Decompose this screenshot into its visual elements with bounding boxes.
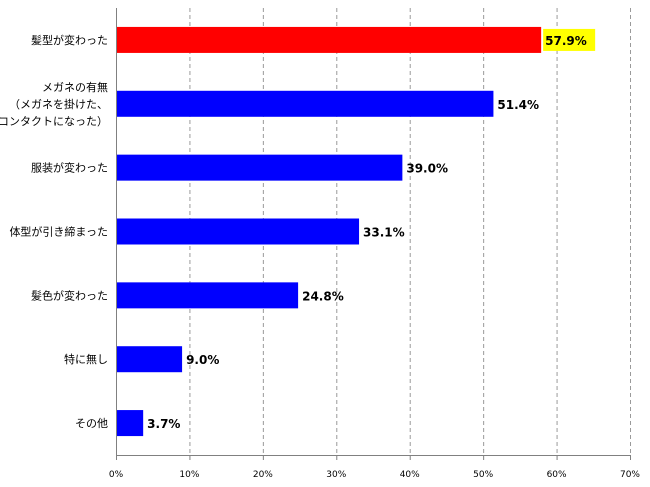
x-tick-label: 10% bbox=[179, 470, 199, 480]
bars bbox=[117, 26, 542, 437]
category-label-line: コンタクトになった） bbox=[0, 115, 108, 128]
data-label-highlight bbox=[543, 28, 596, 51]
bar bbox=[117, 282, 299, 309]
category-label-line: （メガネを掛けた、 bbox=[9, 97, 108, 111]
x-tick-label: 60% bbox=[547, 470, 567, 480]
bar bbox=[117, 154, 403, 181]
x-tick-label: 20% bbox=[253, 470, 273, 480]
gridlines bbox=[189, 8, 631, 455]
bar bbox=[117, 346, 183, 373]
x-tick-label: 70% bbox=[620, 470, 640, 480]
category-label: 髪色が変わった bbox=[31, 288, 108, 302]
data-label: 39.0% bbox=[406, 162, 448, 176]
x-tick-label: 50% bbox=[473, 470, 493, 480]
data-label: 9.0% bbox=[186, 353, 219, 367]
data-label: 51.4% bbox=[497, 98, 539, 112]
category-label: 体型が引き締まった bbox=[9, 225, 108, 239]
category-label: 服装が変わった bbox=[31, 161, 108, 175]
data-label: 3.7% bbox=[147, 417, 180, 431]
data-label: 57.9% bbox=[545, 34, 587, 48]
category-label-line: 体型が引き締まった bbox=[9, 225, 108, 239]
data-label: 24.8% bbox=[302, 289, 344, 303]
axes bbox=[116, 8, 631, 460]
category-label-line: 髪型が変わった bbox=[31, 33, 108, 47]
category-label-line: 服装が変わった bbox=[31, 161, 108, 175]
bar bbox=[117, 90, 494, 117]
category-label-line: 特に無し bbox=[64, 352, 108, 366]
bar bbox=[117, 26, 542, 53]
category-label: 特に無し bbox=[64, 352, 108, 366]
data-label: 33.1% bbox=[363, 226, 405, 240]
category-label: その他 bbox=[75, 417, 108, 430]
x-tick-labels: 0% 10% 20% 30% 40% 50% 60% 70% bbox=[109, 470, 641, 480]
x-tick-label: 0% bbox=[109, 470, 124, 480]
x-tick-label: 30% bbox=[326, 470, 346, 480]
bar bbox=[117, 218, 360, 245]
category-label: メガネの有無 （メガネを掛けた、コンタクトになった） bbox=[0, 80, 108, 128]
category-label-line: 髪色が変わった bbox=[31, 288, 108, 302]
data-labels: 57.9% 51.4% 39.0% 33.1% 24.8% 9.0% 3.7% bbox=[147, 28, 596, 431]
category-label: 髪型が変わった bbox=[31, 33, 108, 47]
bar bbox=[117, 410, 144, 437]
category-label-line: その他 bbox=[75, 417, 108, 430]
category-label-line: メガネの有無 bbox=[42, 80, 108, 94]
x-tick-label: 40% bbox=[400, 470, 420, 480]
